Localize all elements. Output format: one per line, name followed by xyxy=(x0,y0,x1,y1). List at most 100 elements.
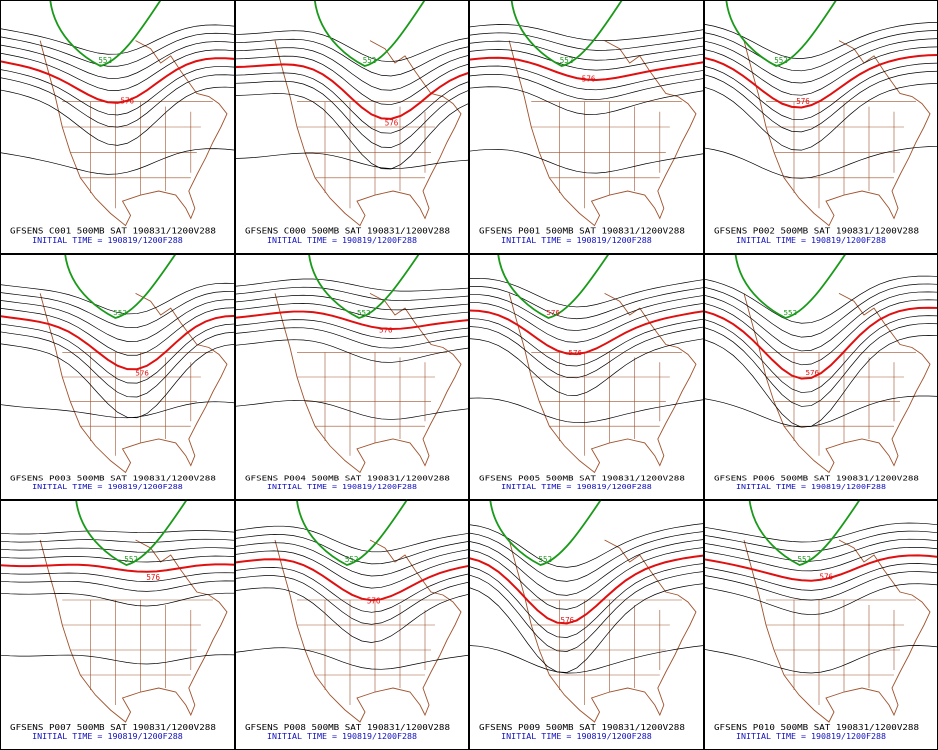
height-contour xyxy=(0,580,236,592)
coastline xyxy=(508,539,697,723)
contour-576 xyxy=(234,63,470,120)
panel-init-time: INITIAL TIME = 190819/1200F288 xyxy=(736,236,886,245)
height-contour xyxy=(468,24,705,41)
height-contour xyxy=(0,32,236,67)
height-contour xyxy=(703,571,938,601)
panel-title: GFSENS P002 500MB SAT 190831/1200V288 xyxy=(714,227,920,236)
height-contour xyxy=(234,152,470,170)
panel-border xyxy=(469,254,704,500)
contour-576 xyxy=(468,554,705,625)
panel-border xyxy=(235,0,469,254)
height-contour xyxy=(468,326,705,379)
contour-552 xyxy=(313,0,426,68)
map-content: 552 576 GFSENS P002 500MB SAT 190831/1200V… xyxy=(703,0,938,245)
contour-552 xyxy=(748,499,861,566)
height-contour xyxy=(468,65,705,91)
contour-label: 576 xyxy=(561,616,575,625)
map-content: 552 576 GFSENS P007 500MB SAT 190831/1200V… xyxy=(0,499,236,741)
height-contour xyxy=(234,303,470,320)
height-contour xyxy=(468,583,705,673)
height-contour xyxy=(234,550,470,589)
contour-552 xyxy=(75,499,188,566)
height-contour xyxy=(0,49,236,91)
panel-title: GFSENS P004 500MB SAT 190831/1200V288 xyxy=(245,473,450,482)
height-contour xyxy=(703,645,938,674)
height-contour xyxy=(468,302,705,343)
panel-init-time: INITIAL TIME = 190819/1200F288 xyxy=(736,482,886,491)
height-contour xyxy=(703,546,938,572)
height-contour xyxy=(234,587,470,643)
map-content: 552 576 GFSENS P010 500MB SAT 190831/1200V… xyxy=(703,499,938,741)
contour-label: 552 xyxy=(357,308,371,317)
panel-init-time: INITIAL TIME = 190819/1200F288 xyxy=(32,482,183,491)
map-content: 552 576 GFSENS P009 500MB SAT 190831/1200V… xyxy=(468,499,705,741)
height-contour xyxy=(468,318,705,367)
height-contour xyxy=(234,567,470,613)
height-contour xyxy=(234,38,470,77)
contour-label: 552 xyxy=(345,555,359,564)
panel-title: GFSENS P009 500MB SAT 190831/1200V288 xyxy=(479,723,685,732)
contour-576 xyxy=(234,310,470,330)
height-contour xyxy=(0,66,236,116)
panel-init-time: INITIAL TIME = 190819/1200F288 xyxy=(501,482,652,491)
height-contour xyxy=(234,294,470,311)
height-contour xyxy=(234,647,470,670)
height-contour xyxy=(703,522,938,543)
height-contour xyxy=(234,55,470,105)
state-borders xyxy=(62,101,213,209)
contour-576 xyxy=(468,309,705,356)
height-contour xyxy=(703,335,938,428)
panel-title: GFSENS P003 500MB SAT 190831/1200V288 xyxy=(10,473,216,482)
map-content: 552 576 GFSENS P004 500MB SAT 190831/1200V… xyxy=(234,253,470,491)
height-contour xyxy=(0,592,236,607)
height-contour xyxy=(234,399,470,420)
state-borders xyxy=(766,101,916,209)
contour-label: 552 xyxy=(98,56,112,65)
contour-label: 552 xyxy=(124,555,138,564)
height-contour xyxy=(703,46,938,96)
contour-label: 576 xyxy=(135,368,149,377)
height-contour xyxy=(468,645,705,674)
contour-label: 576 xyxy=(121,97,135,106)
height-contour xyxy=(0,282,236,315)
contour-label: 552 xyxy=(774,56,788,65)
contour-label: 552 xyxy=(363,56,377,65)
height-contour xyxy=(468,74,705,101)
contour-label: 576 xyxy=(796,97,810,106)
panel-title: GFSENS C000 500MB SAT 190831/1200V288 xyxy=(245,227,451,236)
height-contour xyxy=(703,30,938,72)
contour-label: 552 xyxy=(560,56,574,65)
height-contour xyxy=(234,339,470,363)
state-borders xyxy=(531,352,682,456)
height-contour xyxy=(0,74,236,128)
map-panel: 552 576 GFSENS P001 500MB SAT 190831/1200V… xyxy=(468,0,705,254)
height-contour xyxy=(0,343,236,419)
height-contour xyxy=(468,294,705,331)
contour-576 xyxy=(0,563,236,573)
height-contour xyxy=(703,83,938,151)
height-contour xyxy=(468,563,705,638)
map-content: 552 576 GFSENS C001 500MB SAT 190831/1200V… xyxy=(0,0,236,245)
height-contour xyxy=(0,401,236,419)
contour-label: 576 xyxy=(379,326,393,335)
height-contour xyxy=(0,538,236,543)
height-contour xyxy=(703,283,938,338)
height-contour xyxy=(234,525,470,553)
panel-init-time: INITIAL TIME = 190819/1200F288 xyxy=(267,482,417,491)
contour-552 xyxy=(497,253,610,319)
contour-576 xyxy=(468,56,705,81)
contour-label: 576 xyxy=(582,74,596,83)
panel-title: GFSENS P001 500MB SAT 190831/1200V288 xyxy=(479,227,685,236)
height-contour xyxy=(0,86,236,146)
height-contour xyxy=(468,539,705,596)
height-contour xyxy=(0,41,236,79)
height-contour xyxy=(703,563,938,591)
state-borders xyxy=(531,101,682,209)
panel-title: GFSENS C001 500MB SAT 190831/1200V288 xyxy=(10,227,216,236)
contour-552 xyxy=(64,253,177,319)
map-content: 552 576 GFSENS P008 500MB SAT 190831/1200V… xyxy=(234,499,470,741)
map-content: 552 576 GFSENS C000 500MB SAT 190831/1200V… xyxy=(234,0,470,245)
height-contour xyxy=(0,530,236,535)
panel-init-time: INITIAL TIME = 190819/1200F288 xyxy=(32,732,183,741)
